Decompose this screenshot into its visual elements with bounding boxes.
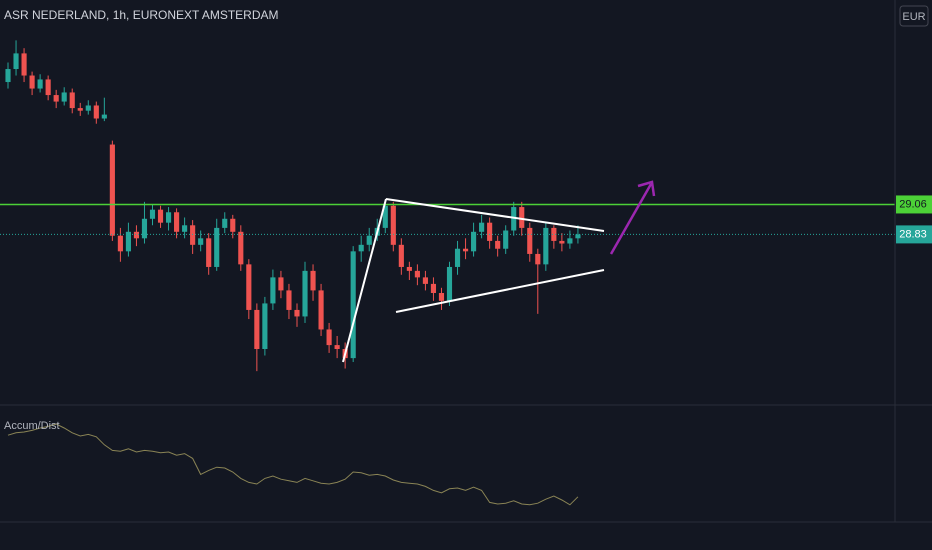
candle-body bbox=[61, 92, 67, 102]
candle-body bbox=[286, 290, 292, 310]
candle-body bbox=[21, 53, 27, 76]
candle-body bbox=[230, 218, 236, 232]
candle-body bbox=[551, 227, 557, 241]
candle-body bbox=[174, 212, 180, 232]
candle-body bbox=[141, 218, 148, 239]
candle-body bbox=[278, 277, 284, 291]
candle-body bbox=[157, 209, 164, 223]
candle-body bbox=[462, 248, 469, 252]
candle-body bbox=[495, 240, 501, 249]
candle-body bbox=[190, 225, 196, 245]
candle-body bbox=[117, 235, 123, 252]
candle-body bbox=[503, 230, 509, 249]
candle-body bbox=[430, 283, 437, 294]
candle-body bbox=[350, 251, 356, 359]
candle-body bbox=[535, 253, 541, 265]
candle-body bbox=[294, 309, 300, 317]
currency-button[interactable] bbox=[899, 5, 929, 27]
candle-body bbox=[45, 79, 51, 96]
drawings bbox=[342, 198, 605, 363]
candle-body bbox=[53, 95, 59, 102]
arrow-head bbox=[637, 180, 656, 197]
price-label-box bbox=[896, 225, 932, 244]
marks bbox=[0, 40, 895, 506]
candle-body bbox=[559, 240, 565, 244]
currency-label[interactable]: EUR bbox=[902, 11, 925, 23]
trend-line bbox=[385, 198, 605, 232]
candle-body bbox=[165, 212, 172, 223]
candle-body bbox=[527, 227, 533, 254]
candle-body bbox=[414, 270, 420, 278]
candle-body bbox=[446, 266, 453, 301]
candle-body bbox=[519, 207, 525, 228]
candle-body bbox=[262, 303, 268, 350]
candle-body bbox=[487, 222, 493, 241]
candle-body bbox=[37, 79, 43, 89]
price-label: 29.06 bbox=[899, 198, 927, 210]
candle-body bbox=[5, 69, 11, 83]
candle-body bbox=[149, 209, 156, 219]
candle-body bbox=[398, 244, 404, 267]
candle-body bbox=[93, 105, 99, 119]
candle-body bbox=[69, 92, 75, 109]
candle-body bbox=[567, 238, 573, 244]
price-label-box bbox=[896, 195, 932, 214]
arrow bbox=[609, 180, 656, 255]
axes: 29.06 28.83 bbox=[896, 195, 932, 244]
chart-title: ASR NEDERLAND, 1h, EURONEXT AMSTERDAM bbox=[4, 8, 279, 22]
candle-body bbox=[302, 270, 308, 317]
candle-body bbox=[471, 231, 477, 252]
candle-body bbox=[238, 231, 244, 265]
arrow-shaft bbox=[609, 183, 653, 255]
candle-body bbox=[77, 108, 83, 111]
candle-body bbox=[382, 205, 388, 228]
indicator-title: Accum/Dist bbox=[4, 420, 60, 432]
candle-body bbox=[406, 266, 412, 271]
candle-body bbox=[310, 270, 316, 291]
candle-body bbox=[270, 277, 276, 304]
candle-body bbox=[254, 309, 260, 350]
candle-body bbox=[13, 53, 19, 70]
candle-body bbox=[390, 205, 396, 245]
candle-body bbox=[318, 290, 324, 330]
candle-body bbox=[511, 207, 517, 231]
candle-body bbox=[479, 222, 485, 232]
candle-body bbox=[85, 105, 91, 111]
candle-body bbox=[438, 293, 445, 301]
candle-body bbox=[109, 144, 115, 236]
candle-body bbox=[222, 218, 228, 228]
price-label: 28.83 bbox=[899, 228, 927, 240]
candle-body bbox=[543, 227, 549, 265]
candle-body bbox=[454, 248, 461, 267]
candle-body bbox=[422, 277, 428, 284]
candle-body bbox=[214, 227, 220, 267]
candle-body bbox=[182, 225, 188, 232]
candle-body bbox=[133, 231, 140, 239]
trend-line bbox=[395, 269, 605, 313]
candle-body bbox=[575, 234, 581, 239]
candle-body bbox=[29, 75, 35, 89]
candle-body bbox=[198, 238, 204, 245]
candle-body bbox=[334, 345, 340, 350]
candle-body bbox=[326, 329, 332, 346]
candle-body bbox=[366, 235, 372, 245]
candle-body bbox=[358, 244, 364, 252]
candle-body bbox=[125, 231, 131, 252]
candle-body bbox=[101, 114, 107, 119]
trend-line bbox=[342, 198, 387, 363]
candle-body bbox=[206, 238, 212, 267]
candle-body bbox=[246, 264, 252, 310]
indicator-line bbox=[7, 423, 579, 506]
